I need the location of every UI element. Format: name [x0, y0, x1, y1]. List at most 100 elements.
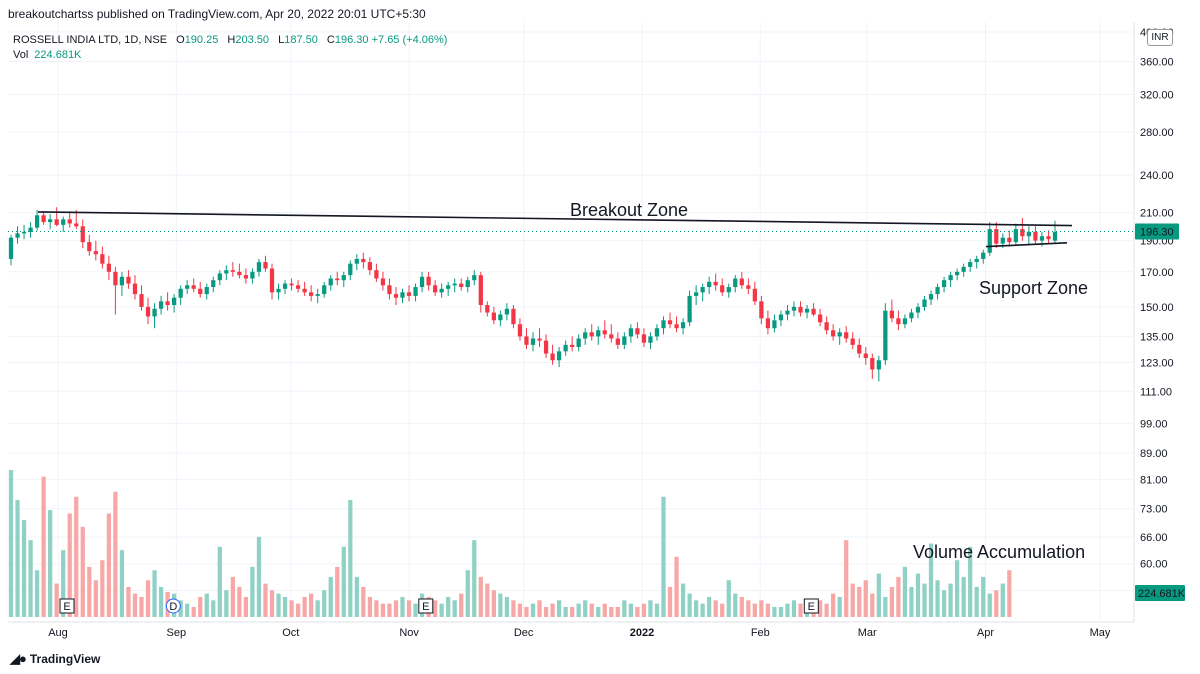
candle — [589, 324, 594, 341]
volume-bar — [667, 586, 673, 617]
legend-vol-label[interactable]: Vol — [13, 49, 29, 61]
candle-body — [15, 233, 20, 238]
volume-bar — [406, 600, 412, 617]
volume-bar — [896, 576, 901, 617]
volume-bar — [400, 596, 405, 617]
candle-body — [713, 281, 718, 286]
price-tick-label: 60.00 — [1140, 559, 1168, 571]
volume-bar — [132, 593, 138, 617]
candle — [113, 266, 118, 315]
volume-bar — [981, 576, 986, 617]
candle-body — [191, 285, 196, 289]
candle — [667, 312, 673, 329]
volume-bar — [563, 606, 568, 617]
candle-body — [883, 310, 888, 361]
volume-bar — [452, 600, 457, 617]
candle — [530, 332, 536, 352]
candle — [824, 316, 829, 335]
volume-bar — [87, 566, 92, 617]
candle — [472, 270, 477, 286]
price-axis[interactable]: 400.00360.00320.00280.00240.00210.00190.… — [1135, 27, 1186, 601]
volume-bar — [230, 576, 235, 617]
annotations: Breakout Zone Support Zone Volume Accumula… — [570, 200, 1088, 562]
volume-bar — [48, 510, 53, 617]
time-tick-label: Feb — [751, 627, 770, 639]
footer-brand[interactable]: ◢● TradingView — [10, 651, 100, 667]
candle-body — [465, 280, 470, 288]
candle — [798, 301, 803, 317]
candle — [837, 328, 842, 345]
candle-body — [772, 320, 777, 329]
earnings-marker: E — [59, 598, 75, 614]
volume-bar — [694, 600, 699, 617]
volume-bar — [524, 606, 529, 617]
candle — [126, 270, 131, 289]
candle — [348, 260, 353, 281]
candle — [955, 268, 960, 281]
candle — [1052, 220, 1058, 244]
candle-body — [694, 292, 699, 296]
candle-body — [563, 344, 568, 352]
volume-bar — [158, 586, 164, 617]
candle — [15, 226, 20, 244]
volume-bar — [119, 550, 125, 617]
time-tick-label: May — [1090, 627, 1111, 639]
legend-symbol[interactable]: ROSSELL INDIA LTD, 1D, NSE — [13, 34, 168, 46]
candle-body — [145, 306, 151, 317]
candle-body — [406, 292, 412, 296]
legend-vol-value: 224.681K — [34, 49, 82, 61]
candle-body — [1026, 231, 1032, 237]
currency-button[interactable]: INR — [1147, 29, 1173, 46]
candle — [67, 211, 72, 228]
candle — [152, 303, 157, 329]
candle-body — [857, 344, 862, 354]
candle — [720, 278, 725, 296]
volume-bar — [80, 526, 85, 617]
price-tick-label: 170.00 — [1140, 267, 1174, 279]
candle — [204, 283, 209, 300]
candle-body — [896, 318, 901, 325]
volume-bar — [269, 590, 275, 617]
candle-body — [61, 219, 66, 225]
volume-bar — [459, 593, 464, 617]
candle — [361, 252, 366, 269]
candle — [322, 281, 327, 298]
volume-bar — [850, 583, 855, 617]
time-axis[interactable]: Aug Sep Oct Nov Dec 2022 Feb Mar Apr May — [48, 627, 1111, 639]
volume-bar — [987, 593, 992, 617]
legend-close-key: C — [326, 34, 335, 46]
volume-bar — [263, 583, 268, 617]
trendlines[interactable] — [8, 211, 1134, 248]
earnings-marker: E — [418, 598, 434, 614]
candle — [700, 283, 705, 302]
volume-bar — [537, 600, 542, 617]
price-tick-label: 81.00 — [1140, 475, 1168, 487]
candle-body — [517, 324, 523, 337]
candle — [1046, 230, 1051, 244]
candle-body — [902, 318, 908, 325]
candle — [380, 271, 386, 291]
chart-grid — [8, 22, 1135, 623]
candle-body — [576, 338, 581, 347]
candle — [817, 308, 823, 327]
candle-body — [602, 330, 607, 335]
candle-body — [635, 328, 640, 335]
volume-series — [8, 470, 1012, 617]
candle — [661, 316, 666, 335]
annotation-breakout-zone: Breakout Zone — [570, 200, 688, 220]
candle — [119, 271, 125, 296]
volume-bar — [328, 576, 333, 617]
legend-change: +7.65 (+4.06%) — [371, 34, 448, 46]
candle — [80, 219, 85, 249]
candle — [1013, 223, 1018, 246]
annotation-support-zone: Support Zone — [979, 278, 1088, 298]
volume-bar — [478, 576, 483, 617]
candle — [641, 328, 647, 347]
volume-bar — [543, 606, 549, 617]
publisher-line: breakoutchartss published on TradingView… — [8, 7, 426, 21]
volume-bar — [387, 603, 392, 617]
volume-bar — [295, 603, 301, 617]
volume-bar — [628, 603, 633, 617]
